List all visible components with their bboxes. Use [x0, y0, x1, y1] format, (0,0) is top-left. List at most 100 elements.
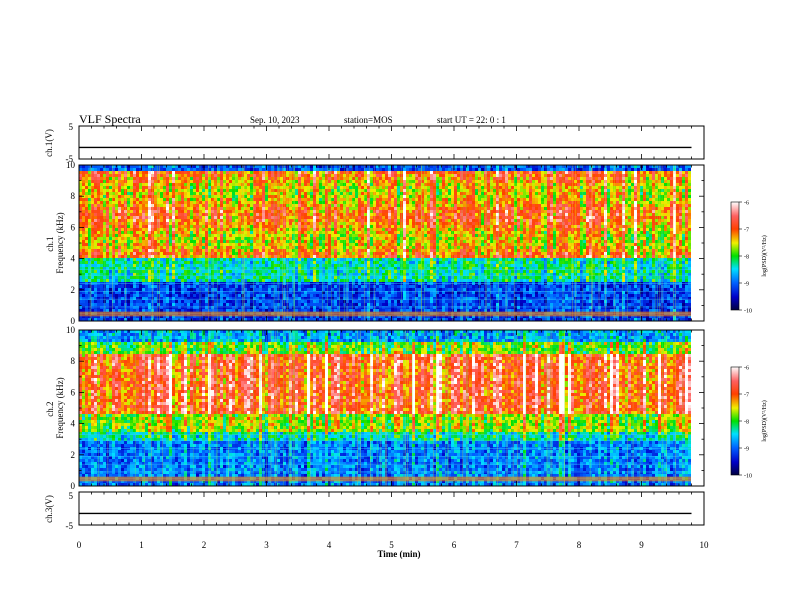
spectrogram-cell — [112, 213, 116, 217]
spectrogram-cell — [256, 174, 260, 178]
spectrogram-cell — [556, 165, 560, 169]
spectrogram-cell — [331, 186, 335, 190]
spectrogram-cell — [544, 186, 548, 190]
spectrogram-cell — [508, 183, 512, 187]
spectrogram-cell — [310, 186, 314, 190]
spectrogram-cell — [598, 198, 602, 202]
spectrogram-cell — [187, 201, 191, 205]
spectrogram-cell — [610, 225, 614, 229]
spectrogram-cell — [193, 213, 197, 217]
spectrogram-cell — [217, 165, 221, 169]
spectrogram-cell — [217, 189, 221, 193]
spectrogram-cell — [313, 219, 317, 223]
spectrogram-cell — [595, 219, 599, 223]
spectrogram-cell — [391, 192, 395, 196]
spectrogram-cell — [475, 201, 479, 205]
spectrogram-cell — [388, 222, 392, 226]
spectrogram-cell — [247, 204, 251, 208]
spectrogram-cell — [439, 180, 443, 184]
spectrogram-cell — [79, 225, 83, 229]
spectrogram-cell — [85, 228, 89, 232]
spectrogram-cell — [256, 201, 260, 205]
spectrogram-cell — [517, 204, 521, 208]
spectrogram-cell — [331, 210, 335, 214]
spectrogram-cell — [427, 210, 431, 214]
spectrogram-cell — [211, 234, 215, 238]
spectrogram-cell — [679, 174, 683, 178]
spectrogram-cell — [475, 219, 479, 223]
spectrogram-cell — [526, 171, 530, 175]
spectrogram-cell — [202, 198, 206, 202]
spectrogram-cell — [205, 177, 209, 181]
spectrogram-cell — [553, 201, 557, 205]
spectrogram-cell — [157, 186, 161, 190]
spectrogram-cell — [553, 210, 557, 214]
spectrogram-cell — [391, 180, 395, 184]
spectrogram-cell — [301, 168, 305, 172]
spectrogram-cell — [538, 177, 542, 181]
spectrogram-cell — [280, 183, 284, 187]
spectrogram-cell — [604, 198, 608, 202]
spectrogram-cell — [205, 192, 209, 196]
spectrogram-cell — [106, 210, 110, 214]
spectrogram-cell — [544, 192, 548, 196]
spectrogram-cell — [154, 168, 158, 172]
spectrogram-cell — [109, 213, 113, 217]
spectrogram-cell — [448, 174, 452, 178]
spectrogram-cell — [328, 201, 332, 205]
spectrogram-cell — [241, 180, 245, 184]
spectrogram-cell — [94, 219, 98, 223]
spectrogram-cell — [358, 192, 362, 196]
spectrogram-cell — [577, 171, 581, 175]
spectrogram-cell — [154, 228, 158, 232]
spectrogram-cell — [202, 192, 206, 196]
spectrogram-cell — [355, 222, 359, 226]
spectrogram-cell — [181, 222, 185, 226]
spectrogram-cell — [655, 225, 659, 229]
spectrogram-cell — [160, 195, 164, 199]
spectrogram-cell — [283, 177, 287, 181]
spectrogram-cell — [346, 174, 350, 178]
spectrogram-cell — [289, 228, 293, 232]
spectrogram-cell — [346, 165, 350, 169]
spectrogram-cell — [118, 228, 122, 232]
spectrogram-cell — [673, 174, 677, 178]
spectrogram-cell — [514, 204, 518, 208]
spectrogram-cell — [136, 198, 140, 202]
spectrogram-cell — [640, 180, 644, 184]
spectrogram-cell — [196, 219, 200, 223]
spectrogram-cell — [184, 204, 188, 208]
spectrogram-cell — [241, 231, 245, 235]
spectrogram-cell — [205, 195, 209, 199]
spectrogram-cell — [238, 201, 242, 205]
spectrogram-cell — [454, 234, 458, 238]
spectrogram-cell — [220, 234, 224, 238]
spectrogram-cell — [604, 210, 608, 214]
spectrogram-cell — [193, 207, 197, 211]
spectrogram-cell — [568, 177, 572, 181]
spectrogram-cell — [385, 222, 389, 226]
spectrogram-cell — [457, 177, 461, 181]
spectrogram-cell — [115, 192, 119, 196]
spectrogram-cell — [664, 207, 668, 211]
spectrogram-cell — [499, 192, 503, 196]
spectrogram-cell — [148, 198, 152, 202]
spectrogram-cell — [259, 201, 263, 205]
spectrogram-cell — [376, 195, 380, 199]
spectrogram-cell — [637, 186, 641, 190]
spectrogram-cell — [91, 195, 95, 199]
spectrogram-cell — [304, 195, 308, 199]
spectrogram-cell — [670, 231, 674, 235]
spectrogram-cell — [409, 213, 413, 217]
spectrogram-cell — [367, 225, 371, 229]
spectrogram-cell — [130, 201, 134, 205]
spectrogram-cell — [337, 219, 341, 223]
spectrogram-cell — [427, 204, 431, 208]
spectrogram-cell — [520, 171, 524, 175]
spectrogram-cell — [367, 213, 371, 217]
spectrogram-cell — [310, 165, 314, 169]
spectrogram-cell — [373, 183, 377, 187]
spectrogram-cell — [181, 189, 185, 193]
spectrogram-cell — [475, 204, 479, 208]
spectrogram-cell — [328, 165, 332, 169]
